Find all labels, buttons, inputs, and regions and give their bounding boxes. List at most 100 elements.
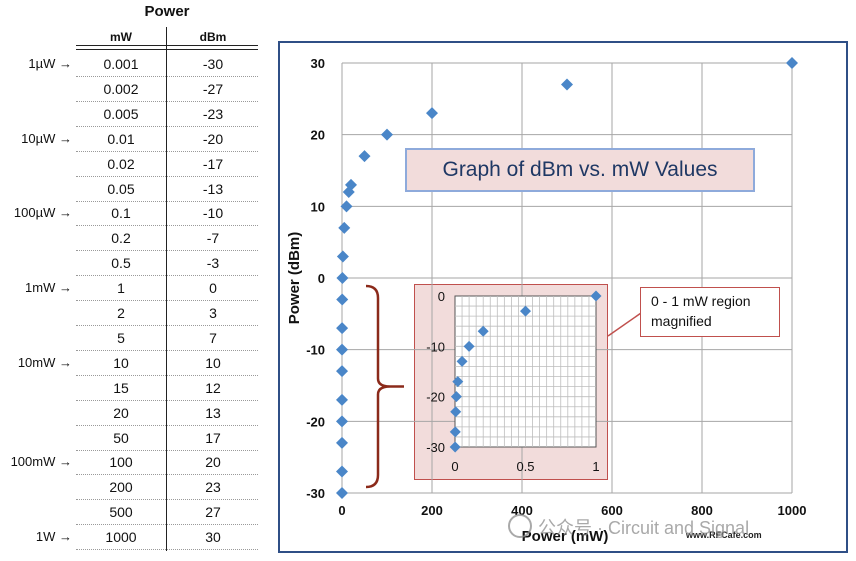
cell-dbm: -10 [202, 205, 224, 222]
table-title: Power [144, 3, 190, 20]
cell-dbm: -3 [206, 255, 220, 272]
cell-mw: 2 [117, 305, 125, 321]
y-tick-label: -10 [306, 343, 325, 358]
cell-mw: 0.002 [103, 80, 139, 97]
cell-dbm: 3 [209, 305, 217, 321]
inset-y-tick-label: -10 [426, 339, 445, 354]
inset-x-tick-label: 0.5 [516, 459, 534, 474]
cell-dbm: 20 [205, 454, 221, 471]
arrow-right-icon: → [55, 130, 72, 146]
cell-dbm: 17 [205, 429, 221, 446]
unit-marker: 1µW → [28, 56, 72, 71]
row-divider [76, 399, 258, 401]
x-tick-label: 200 [421, 503, 443, 518]
unit-marker: 10µW → [21, 130, 72, 146]
arrow-right-icon: → [55, 529, 72, 545]
table-row: 200 23 [0, 476, 270, 501]
data-point [426, 107, 438, 120]
data-point [336, 250, 349, 263]
table-row: 15 12 [0, 377, 270, 401]
header-rule [76, 45, 258, 46]
cell-dbm: 23 [205, 479, 221, 496]
row-divider [76, 325, 258, 326]
watermark-text: 公众号 · Circuit and Signal [538, 518, 750, 538]
row-divider [76, 549, 258, 551]
data-point [358, 150, 371, 163]
cell-mw: 0.5 [111, 255, 131, 272]
cell-dbm: 13 [205, 404, 221, 421]
column-divider [166, 27, 167, 551]
wechat-badge-icon [508, 514, 532, 538]
cell-dbm: 0 [209, 280, 217, 297]
row-divider [76, 200, 258, 202]
cell-dbm: -30 [202, 56, 224, 72]
table-row: 1µW → 0.001 -30 [0, 53, 270, 77]
data-point [561, 78, 573, 91]
cell-mw: 0.02 [107, 155, 135, 172]
inset-data-point [450, 406, 462, 418]
cell-mw: 20 [113, 404, 129, 421]
arrow-right-icon: → [55, 454, 72, 470]
table-row: 0.5 -3 [0, 252, 270, 277]
inset-data-point [477, 325, 489, 337]
unit-marker: 10mW → [17, 354, 72, 370]
row-divider [76, 499, 258, 501]
cell-mw: 10 [113, 354, 129, 371]
inset-data-point [452, 376, 464, 388]
source-credit: www.RFCafe.com [686, 530, 762, 540]
x-tick-label: 600 [601, 503, 623, 518]
region-bracket [365, 284, 391, 489]
data-point [336, 343, 349, 356]
row-divider [76, 225, 258, 227]
data-point [336, 272, 349, 284]
table-row: 100mW → 100 20 [0, 451, 270, 476]
chart-frame [278, 41, 848, 553]
table-row: 20 13 [0, 402, 270, 426]
cell-dbm: 7 [209, 329, 217, 346]
data-point [338, 221, 351, 234]
row-divider [76, 76, 258, 77]
cell-mw: 0.1 [111, 205, 131, 222]
cell-mw: 200 [109, 479, 133, 496]
arrow-right-icon: → [55, 354, 72, 370]
row-divider [76, 250, 258, 252]
inset-x-tick-label: 0 [451, 459, 458, 474]
y-tick-label: -30 [306, 486, 325, 501]
data-point [345, 178, 357, 191]
watermark: 公众号 · Circuit and Signal [508, 514, 749, 540]
table-row: 10mW → 10 10 [0, 352, 270, 376]
y-tick-label: 0 [318, 271, 325, 286]
cell-mw: 1 [117, 280, 125, 297]
unit-marker: 100µW → [13, 205, 72, 221]
data-point [381, 128, 393, 141]
row-divider [76, 175, 258, 177]
inset-data-point [456, 355, 468, 367]
inset-callout: 0 - 1 mW region magnified [640, 287, 780, 337]
arrow-right-icon: → [55, 56, 72, 71]
table-row: 0.002 -27 [0, 78, 270, 102]
cell-dbm: -27 [202, 80, 224, 97]
arrow-right-icon: → [55, 280, 72, 296]
row-divider [76, 150, 258, 152]
row-divider [76, 300, 258, 302]
cell-mw: 1000 [105, 529, 137, 546]
y-tick-label: 10 [311, 199, 325, 214]
inset-data-point [520, 305, 531, 317]
inset-x-tick-label: 1 [592, 459, 599, 474]
row-divider [76, 275, 258, 277]
data-point [336, 322, 349, 335]
table-row: 50 17 [0, 427, 270, 451]
y-tick-label: -20 [306, 414, 325, 429]
x-tick-label: 0 [338, 503, 345, 518]
data-point [786, 57, 798, 69]
row-divider [76, 100, 258, 102]
column-header-dbm: dBm [199, 30, 227, 44]
unit-marker: 1W → [35, 529, 72, 545]
data-point [336, 415, 349, 428]
data-point [336, 436, 349, 449]
cell-mw: 0.05 [107, 180, 135, 197]
data-point [336, 365, 349, 378]
cell-dbm: 27 [205, 504, 221, 521]
inset-data-point [449, 441, 461, 453]
